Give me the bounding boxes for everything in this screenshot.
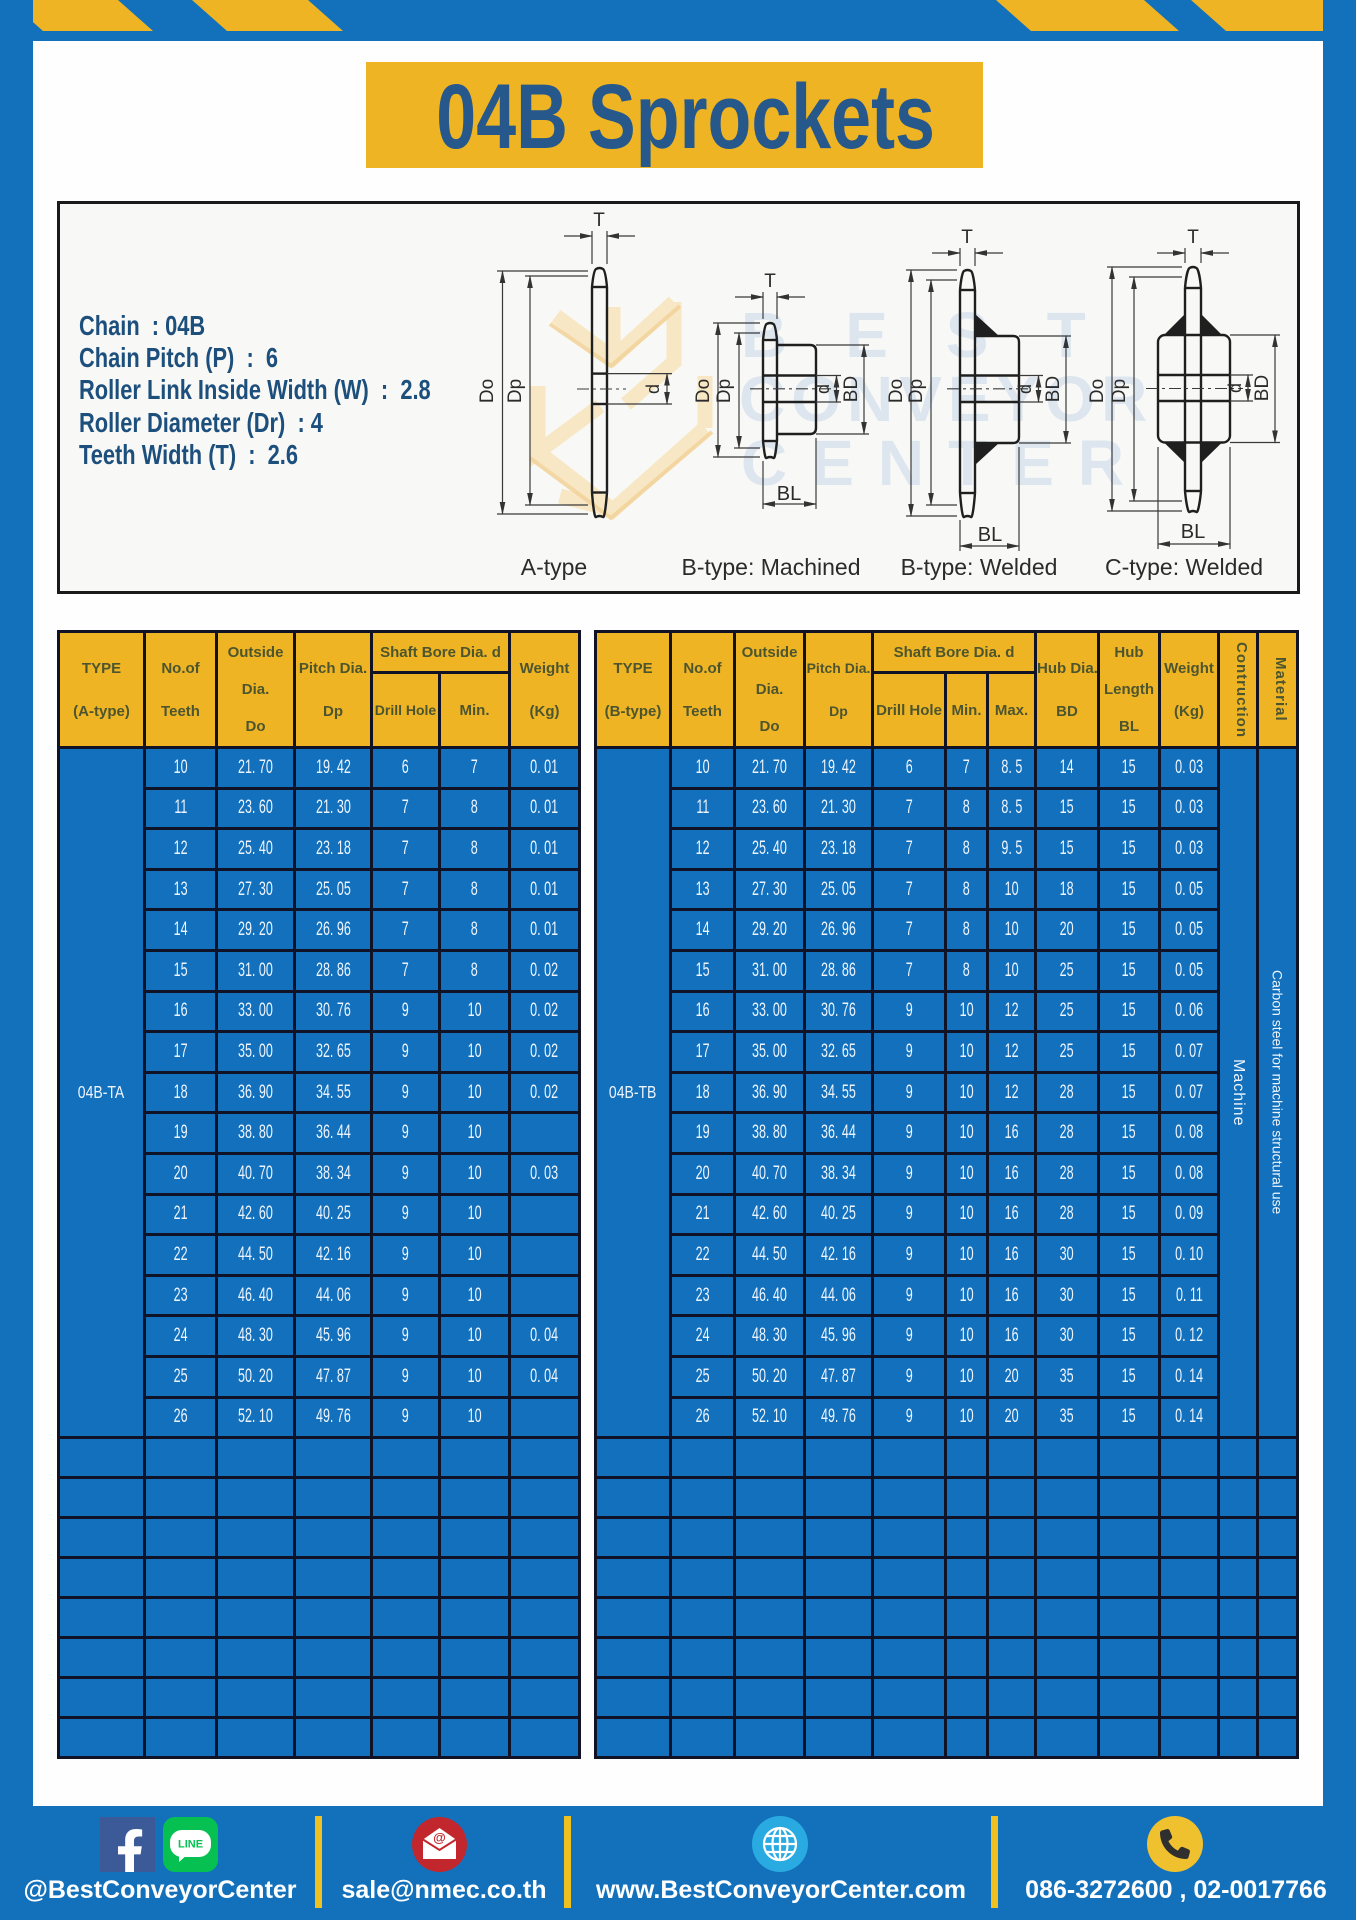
svg-text:B-type: Welded: B-type: Welded bbox=[901, 554, 1058, 580]
svg-text:d: d bbox=[813, 384, 833, 394]
svg-text:T: T bbox=[593, 210, 605, 231]
svg-text:BD: BD bbox=[1043, 376, 1064, 402]
svg-text:Do: Do bbox=[886, 379, 907, 403]
svg-text:BD: BD bbox=[1252, 375, 1273, 401]
svg-text:Do: Do bbox=[477, 379, 498, 403]
svg-text:BD: BD bbox=[841, 376, 862, 402]
svg-text:C-type: Welded: C-type: Welded bbox=[1105, 554, 1263, 580]
svg-text:Do: Do bbox=[693, 379, 714, 403]
svg-text:BL: BL bbox=[1181, 521, 1205, 543]
svg-text:T: T bbox=[764, 271, 776, 292]
svg-text:B-type: Machined: B-type: Machined bbox=[682, 554, 861, 580]
svg-text:BL: BL bbox=[777, 483, 801, 505]
svg-text:Dp: Dp bbox=[714, 379, 735, 403]
svg-text:T: T bbox=[961, 227, 973, 248]
svg-text:@: @ bbox=[433, 1830, 446, 1845]
svg-text:d: d bbox=[1225, 383, 1245, 393]
svg-text:BL: BL bbox=[978, 524, 1002, 546]
svg-text:A-type: A-type bbox=[521, 554, 587, 580]
svg-text:Dp: Dp bbox=[906, 379, 927, 403]
svg-text:d: d bbox=[643, 384, 663, 394]
svg-text:T: T bbox=[1187, 227, 1199, 248]
svg-text:Dp: Dp bbox=[505, 379, 526, 403]
svg-text:d: d bbox=[1015, 384, 1035, 394]
svg-text:Dp: Dp bbox=[1109, 379, 1130, 403]
svg-text:LINE: LINE bbox=[178, 1839, 203, 1851]
svg-text:Do: Do bbox=[1087, 379, 1108, 403]
